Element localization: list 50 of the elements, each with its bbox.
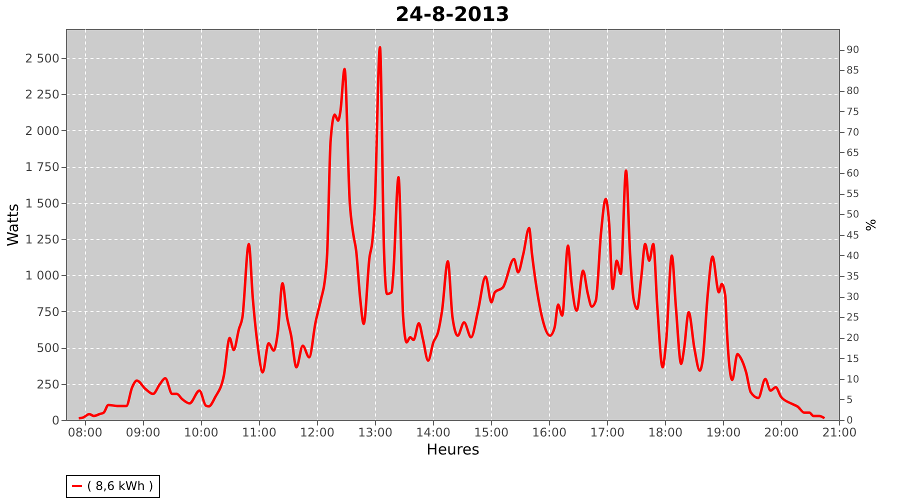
y2-axis-title: % bbox=[862, 218, 878, 232]
y2-tick-label: 80 bbox=[846, 86, 860, 98]
y-tick-label: 1 250 bbox=[25, 232, 60, 246]
y2-tick-label: 60 bbox=[846, 168, 860, 180]
y2-tick-label: 0 bbox=[846, 416, 853, 426]
x-tick-label: 21:00 bbox=[822, 426, 857, 440]
x-tick-label: 10:00 bbox=[184, 426, 218, 440]
x-tick-label: 18:00 bbox=[648, 426, 683, 440]
x-tick-label: 09:00 bbox=[126, 426, 160, 440]
y2-tick-label: 5 bbox=[846, 394, 853, 406]
y2-tick-label: 35 bbox=[846, 271, 860, 282]
y-tick-label: 1 500 bbox=[25, 196, 60, 210]
x-tick-label: 11:00 bbox=[242, 426, 276, 440]
y2-tick-label: 15 bbox=[846, 354, 860, 365]
y2-tick-label: 55 bbox=[846, 189, 860, 200]
chart-title: 24-8-2013 bbox=[395, 2, 510, 26]
y2-tick-label: 85 bbox=[846, 66, 860, 77]
x-tick-label: 15:00 bbox=[474, 426, 509, 440]
y-tick-label: 250 bbox=[36, 377, 60, 392]
y2-tick-label: 70 bbox=[846, 127, 860, 138]
y2-tick-label: 10 bbox=[846, 374, 860, 386]
y2-tick-label: 90 bbox=[846, 45, 860, 56]
y-tick-label: 500 bbox=[36, 341, 60, 356]
y-tick-label: 2 250 bbox=[25, 88, 60, 102]
y2-tick-label: 75 bbox=[846, 106, 860, 118]
y-axis-title: Watts bbox=[4, 204, 22, 246]
y2-tick-label: 50 bbox=[846, 210, 860, 221]
y-tick-label: 750 bbox=[36, 304, 60, 319]
x-axis-title: Heures bbox=[426, 440, 480, 458]
y2-tick-label: 25 bbox=[846, 312, 860, 324]
y2-tick-label: 40 bbox=[846, 250, 860, 262]
x-tick-label: 08:00 bbox=[68, 426, 102, 440]
y2-tick-label: 45 bbox=[846, 230, 860, 242]
y-tick-label: 1 000 bbox=[25, 268, 60, 283]
y2-tick-label: 65 bbox=[846, 148, 860, 159]
y-tick-label: 2 000 bbox=[25, 124, 60, 138]
y-tick-label: 2 500 bbox=[25, 51, 60, 66]
x-tick-label: 14:00 bbox=[416, 426, 451, 440]
y-tick-label: 1 750 bbox=[25, 160, 60, 174]
line-series bbox=[78, 46, 826, 420]
x-tick-label: 12:00 bbox=[300, 426, 334, 440]
x-tick-label: 17:00 bbox=[590, 426, 625, 440]
y-tick-label: 0 bbox=[52, 414, 60, 428]
x-tick-label: 13:00 bbox=[358, 426, 393, 440]
x-tick-label: 16:00 bbox=[532, 426, 567, 440]
x-tick-label: 20:00 bbox=[764, 426, 799, 440]
y2-tick-label: 30 bbox=[846, 292, 860, 304]
y2-tick-label: 20 bbox=[846, 333, 860, 344]
x-tick-label: 19:00 bbox=[706, 426, 741, 440]
legend-label: ( 8,6 kWh ) bbox=[87, 479, 154, 493]
